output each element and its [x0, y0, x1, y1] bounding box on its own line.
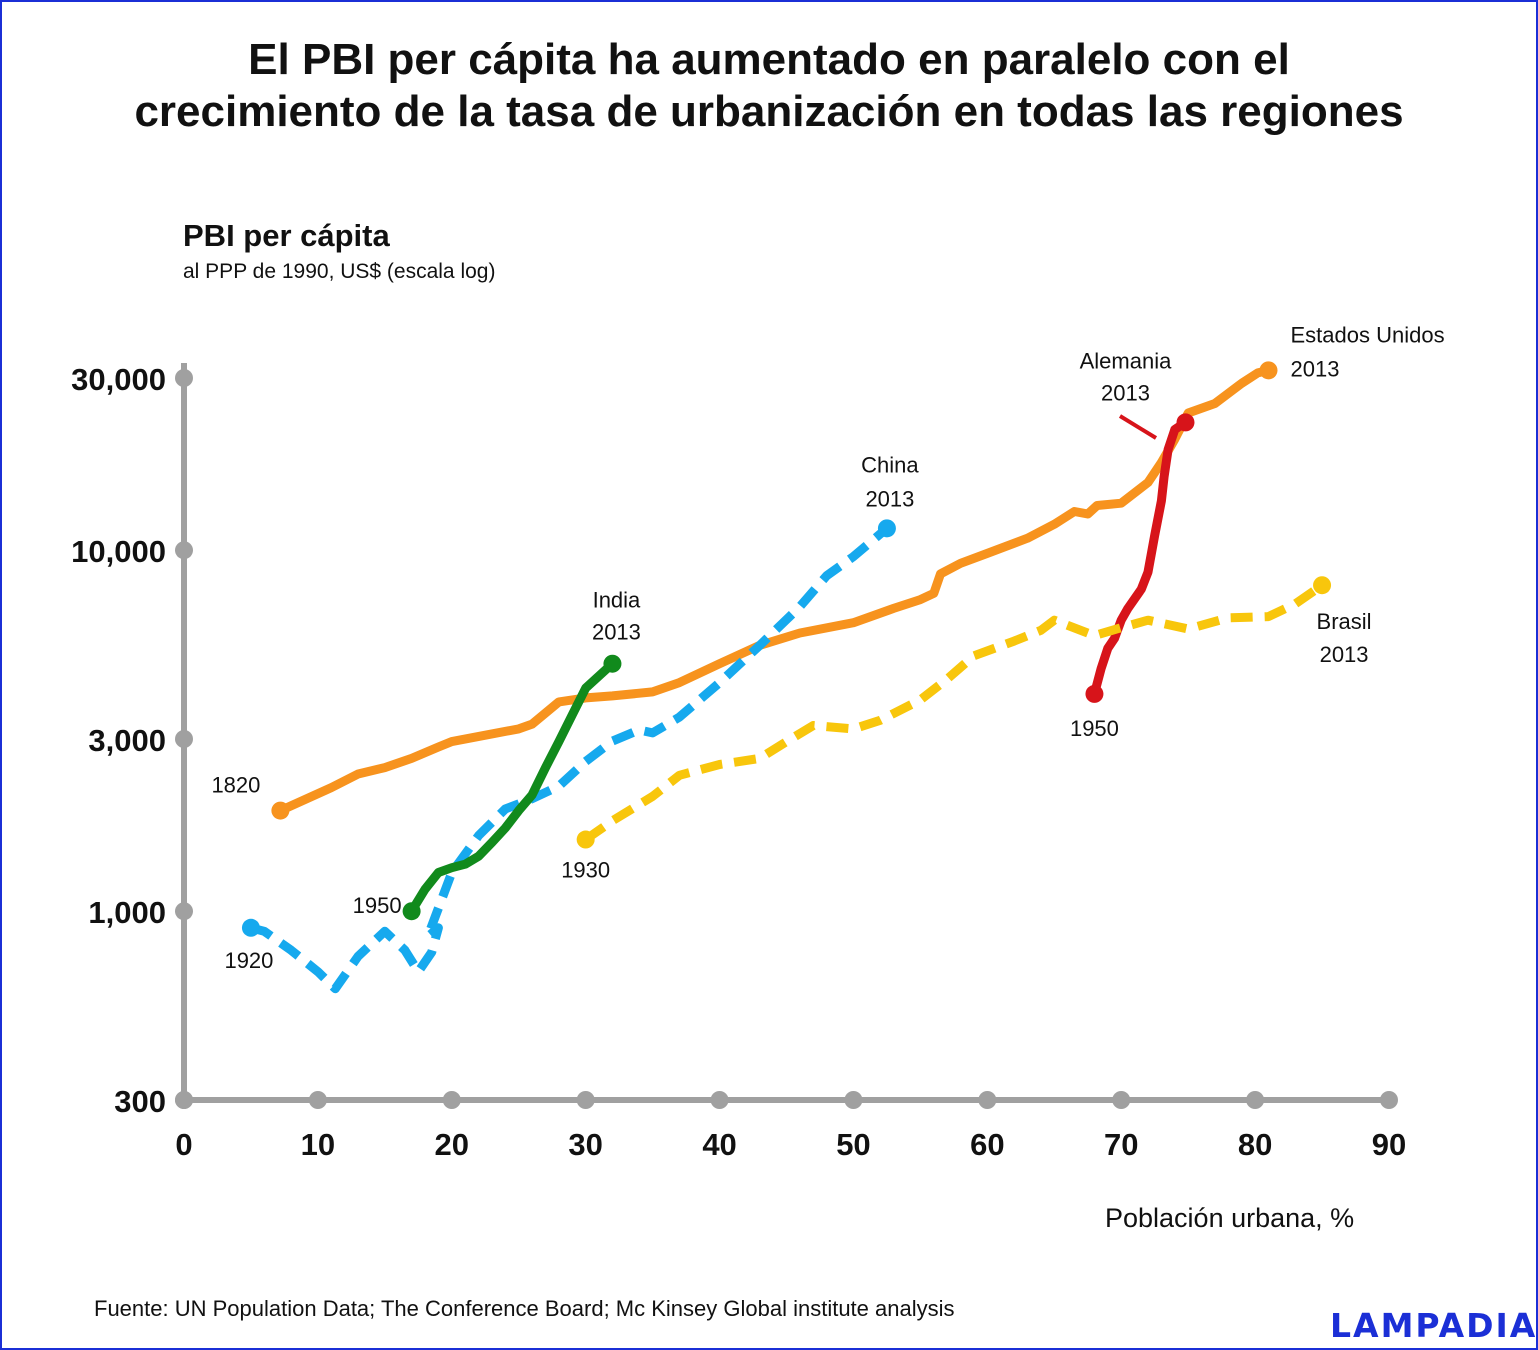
series-end-leader-alemania: [1118, 414, 1158, 440]
x-tick-label: 40: [702, 1127, 736, 1162]
series-start-marker-brasil: [576, 830, 595, 849]
source-note: Fuente: UN Population Data; The Conferen…: [94, 1296, 955, 1321]
series-end-label-brasil: Brasil: [1317, 609, 1372, 634]
x-tick-dot: [710, 1091, 729, 1109]
series-end-label-india: India: [593, 588, 641, 613]
y-tick-dot: [175, 541, 193, 560]
y-tick-label: 300: [114, 1084, 166, 1119]
series-end-label-india: 2013: [592, 620, 641, 645]
y-axis-sublabel: al PPP de 1990, US$ (escala log): [183, 260, 496, 283]
series-line-china: [249, 524, 890, 994]
x-tick-label: 20: [435, 1127, 469, 1162]
y-tick-dot: [175, 369, 193, 387]
series-end-label-brasil: 2013: [1320, 642, 1369, 667]
series-line-india: [407, 659, 617, 916]
x-tick-dot: [978, 1091, 997, 1109]
series-start-marker-estados-unidos: [271, 801, 290, 820]
x-tick-dot: [1380, 1091, 1398, 1109]
series-line-estados-unidos: [275, 365, 1273, 816]
y-tick-label: 10,000: [71, 534, 166, 569]
x-tick-label: 90: [1372, 1127, 1406, 1162]
series-line-brasil: [583, 581, 1325, 844]
series-end-label-china: China: [861, 452, 919, 477]
y-tick-label: 1,000: [88, 895, 166, 930]
chart-title: El PBI per cápita ha aumentado en parale…: [0, 34, 1538, 138]
series-end-marker-brasil: [1313, 576, 1332, 595]
series-end-marker-estados-unidos: [1259, 361, 1278, 380]
series-line-alemania: [1089, 417, 1190, 699]
title-line-2: crecimiento de la tasa de urbanización e…: [134, 87, 1404, 136]
x-tick-dot: [1112, 1091, 1131, 1109]
brand-logo: LAMPADIA: [1330, 1306, 1538, 1345]
x-tick-label: 10: [301, 1127, 335, 1162]
x-tick-label: 0: [175, 1127, 192, 1162]
series-end-label-china: 2013: [865, 486, 914, 511]
series-start-label-brasil: 1930: [561, 858, 610, 883]
series-end-label-estados-unidos: Estados Unidos: [1291, 322, 1445, 347]
series-end-marker-india: [603, 654, 622, 673]
series-end-marker-alemania: [1176, 413, 1195, 432]
x-tick-dot: [576, 1091, 595, 1109]
x-tick-dot: [442, 1091, 461, 1109]
series-start-label-estados-unidos: 1820: [211, 773, 260, 798]
x-tick-label: 50: [836, 1127, 870, 1162]
series-start-label-china: 1920: [224, 948, 273, 973]
series-start-label-india: 1950: [353, 893, 402, 918]
series-start-marker-alemania: [1085, 684, 1104, 703]
y-tick-dot: [175, 902, 193, 921]
x-tick-label: 60: [970, 1127, 1004, 1162]
series-start-marker-china: [241, 918, 260, 937]
x-axis-label: Población urbana, %: [1105, 1203, 1355, 1233]
series-end-label-alemania: 2013: [1101, 380, 1150, 405]
x-tick-dot: [1246, 1091, 1265, 1109]
x-tick-label: 70: [1104, 1127, 1138, 1162]
x-tick-label: 80: [1238, 1127, 1272, 1162]
series-end-label-estados-unidos: 2013: [1291, 356, 1340, 381]
x-tick-dot: [308, 1091, 327, 1109]
title-line-1: El PBI per cápita ha aumentado en parale…: [248, 35, 1290, 84]
y-tick-dot: [175, 730, 193, 748]
series-start-marker-india: [402, 902, 421, 921]
y-tick-label: 30,000: [71, 362, 166, 397]
series-end-marker-china: [877, 519, 896, 538]
y-tick-dot: [175, 1091, 193, 1109]
x-tick-label: 30: [568, 1127, 602, 1162]
y-axis-label: PBI per cápita: [183, 218, 390, 253]
series-start-label-alemania: 1950: [1070, 716, 1119, 741]
x-tick-dot: [844, 1091, 863, 1109]
y-tick-label: 3,000: [88, 723, 166, 758]
series-end-label-alemania: Alemania: [1080, 348, 1172, 373]
